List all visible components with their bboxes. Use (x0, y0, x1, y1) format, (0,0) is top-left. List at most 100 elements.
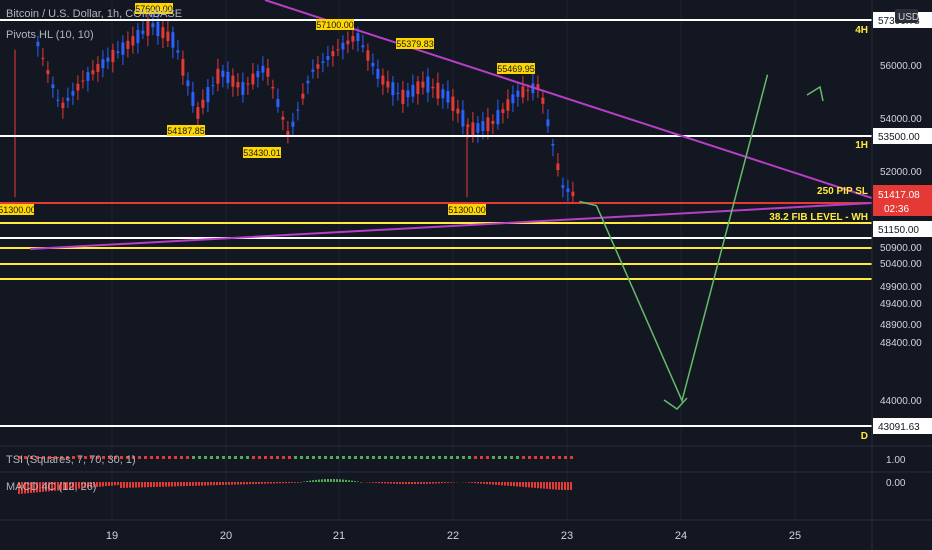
macd-bar (297, 482, 299, 483)
tsi-square (456, 456, 459, 459)
macd-bar (570, 482, 572, 490)
candle-body (541, 97, 545, 104)
macd-bar (321, 479, 323, 482)
tsi-square (186, 456, 189, 459)
projection-arrowhead-low (663, 397, 688, 410)
macd-bar (345, 479, 347, 482)
macd-bar (480, 482, 482, 484)
candle-body (481, 121, 485, 131)
tsi-square (348, 456, 351, 459)
candle-body (556, 163, 560, 171)
macd-bar (351, 480, 353, 482)
candle-body (106, 57, 110, 62)
macd-bar (198, 482, 200, 486)
symbol-title[interactable]: Bitcoin / U.S. Dollar, 1h, COINBASE (6, 8, 182, 20)
macd-bar (276, 482, 278, 484)
macd-bar (423, 482, 425, 484)
time-axis[interactable]: 19 20 21 22 23 24 25 (106, 530, 801, 542)
tsi-square (234, 456, 237, 459)
tsi-square (462, 456, 465, 459)
price-tick: 49900.00 (880, 282, 922, 293)
macd-bar (330, 479, 332, 482)
macd-bar (495, 482, 497, 485)
tsi-square (396, 456, 399, 459)
macd-bar (237, 482, 239, 485)
candle-body (151, 23, 155, 28)
candle-body (206, 87, 210, 103)
tsi-square (150, 456, 153, 459)
macd-bar (267, 482, 269, 484)
candle-body (301, 93, 305, 99)
candle-body (201, 99, 205, 108)
candle-body (521, 86, 525, 98)
tsi-square (282, 456, 285, 459)
macd-bar (507, 482, 509, 486)
macd-bar (474, 482, 476, 484)
tsi-square (120, 456, 123, 459)
tsi-square (72, 456, 75, 459)
macd-bar (156, 482, 158, 487)
macd-bar (402, 482, 404, 484)
macd-bar (273, 482, 275, 484)
macd-bar (315, 479, 317, 482)
candle-body (96, 64, 100, 72)
macd-bar (537, 482, 539, 489)
tsi-square (258, 456, 261, 459)
macd-bar (66, 482, 68, 490)
tsi-square (420, 456, 423, 459)
candle-body (421, 81, 425, 88)
macd-bar (240, 482, 242, 485)
macd-bar (417, 482, 419, 484)
tsi-square (174, 456, 177, 459)
macd-bar (225, 482, 227, 485)
tsi-square (156, 456, 159, 459)
macd-bar (489, 482, 491, 485)
macd-bar (498, 482, 500, 486)
price-tick: 48900.00 (880, 320, 922, 331)
candle-body (496, 110, 500, 125)
indicator-title[interactable]: Pivots HL (10, 10) (6, 29, 94, 41)
macd-bar (327, 479, 329, 482)
macd-bar (432, 482, 434, 484)
projection-path (579, 74, 769, 403)
macd-bar (81, 482, 83, 489)
tf-label-d: D (861, 431, 868, 442)
macd-bar (408, 482, 410, 484)
macd-bar (369, 482, 371, 483)
time-tick: 22 (447, 530, 459, 542)
price-axis[interactable]: 56000.00 54000.00 52000.00 50900.00 5040… (880, 61, 922, 407)
tsi-square (246, 456, 249, 459)
tsi-square (372, 456, 375, 459)
macd-bar (219, 482, 221, 486)
macd-bar (42, 482, 44, 492)
macd-bar (21, 482, 23, 494)
macd-bar (258, 482, 260, 484)
candle-body (511, 94, 515, 104)
macd-bar (324, 479, 326, 482)
tsi-square (126, 456, 129, 459)
tsi-square (54, 456, 57, 459)
tsi-square (306, 456, 309, 459)
macd-bar (483, 482, 485, 484)
macd-bar (387, 482, 389, 484)
tsi-square (414, 456, 417, 459)
macd-bar (171, 482, 173, 487)
candle-body (56, 99, 60, 101)
time-tick: 19 (106, 530, 118, 542)
tsi-square (384, 456, 387, 459)
tsi-title[interactable]: TSI (Squares, 7, 70, 30, 1) (6, 454, 136, 466)
candle-body (186, 80, 190, 87)
tsi-square (510, 456, 513, 459)
macd-bar (45, 482, 47, 492)
time-tick: 24 (675, 530, 687, 542)
macd-bar (519, 482, 521, 487)
macd-bar (243, 482, 245, 485)
macd-bar (444, 482, 446, 483)
tsi-square (66, 456, 69, 459)
macd-title[interactable]: MACD 4C (12, 26) (6, 481, 96, 493)
candle-body (471, 122, 475, 138)
macd-bar (270, 482, 272, 484)
macd-bar (525, 482, 527, 488)
candle-body (351, 35, 355, 42)
